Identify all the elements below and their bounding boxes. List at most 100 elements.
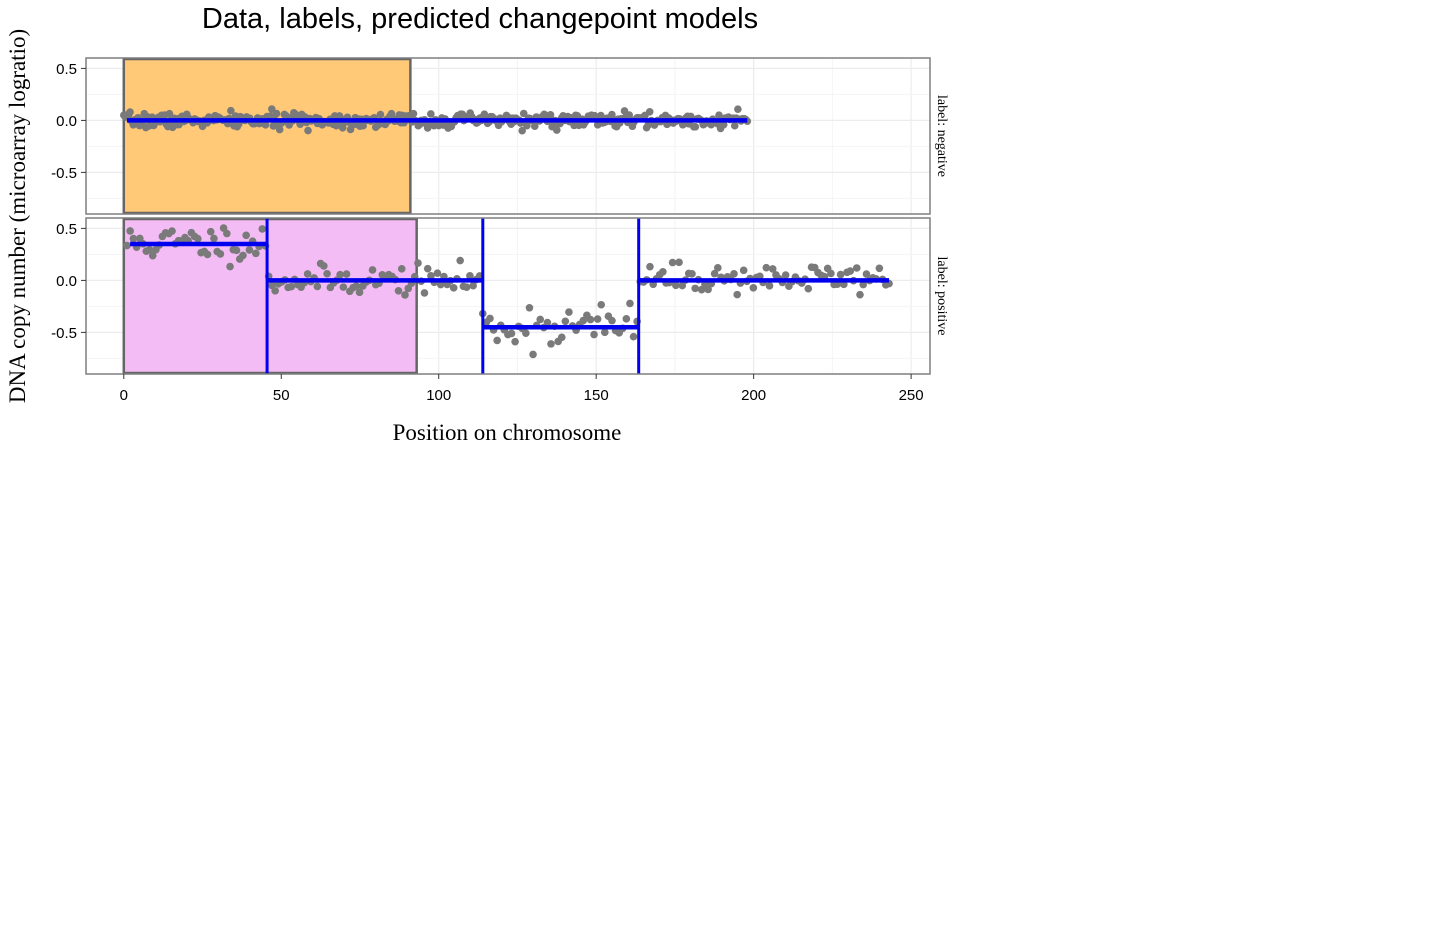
data-point — [313, 282, 322, 291]
data-point — [271, 287, 279, 295]
data-point — [553, 126, 561, 134]
data-point — [762, 263, 771, 272]
data-point — [126, 227, 134, 235]
data-point — [165, 109, 174, 118]
data-point — [272, 109, 281, 118]
data-point — [261, 121, 270, 129]
data-point — [590, 330, 598, 339]
data-point — [323, 269, 331, 278]
x-axis-title: Position on chromosome — [393, 420, 622, 445]
data-point — [697, 285, 706, 294]
data-point — [242, 231, 250, 240]
data-point — [427, 110, 435, 118]
data-point — [523, 121, 531, 130]
data-point — [486, 314, 494, 323]
data-point — [739, 266, 748, 275]
data-point — [427, 272, 435, 280]
data-point — [268, 281, 276, 290]
data-point — [303, 270, 312, 278]
data-point — [320, 262, 328, 270]
data-point — [239, 251, 247, 260]
data-point — [734, 105, 742, 113]
data-point — [862, 270, 871, 278]
data-point — [593, 315, 602, 323]
data-point — [420, 289, 429, 297]
data-point — [565, 308, 573, 316]
data-point — [456, 256, 464, 265]
data-point — [836, 270, 845, 279]
data-point — [749, 284, 758, 292]
data-point — [622, 315, 631, 323]
data-point — [543, 318, 552, 327]
data-point — [601, 328, 609, 337]
data-point — [507, 329, 516, 338]
data-point — [875, 264, 884, 273]
data-point — [129, 234, 138, 243]
x-tick-label: 200 — [741, 387, 766, 404]
facet-strip-label: label: positive — [934, 257, 949, 336]
data-point — [304, 126, 312, 135]
data-point — [659, 267, 667, 276]
data-point — [210, 234, 218, 243]
data-point — [401, 291, 409, 299]
data-point — [336, 270, 344, 279]
data-point — [352, 282, 361, 290]
data-point — [557, 333, 566, 342]
data-point — [714, 264, 722, 272]
x-tick-label: 50 — [273, 387, 290, 404]
panel-border — [85, 217, 931, 375]
data-point — [597, 111, 605, 120]
data-point — [287, 282, 296, 291]
data-point — [223, 229, 231, 238]
x-axis: 0 50 100 150 200 250 — [120, 374, 924, 404]
label-region-negative — [122, 57, 412, 215]
panels-layer: 0.5 0.0 -0.5 label: negative 0.5 0.0 -0.5 label… — [51, 57, 949, 375]
data-point — [409, 109, 418, 118]
data-point — [268, 105, 276, 113]
data-point — [804, 284, 813, 293]
data-point — [338, 124, 347, 132]
data-point — [672, 281, 680, 290]
panel-border — [85, 57, 931, 215]
data-point — [449, 284, 458, 292]
x-tick-label: 0 — [120, 387, 128, 404]
data-point — [547, 340, 555, 348]
y-tick-label: 0.5 — [56, 221, 77, 238]
data-point — [525, 303, 534, 312]
data-point — [148, 251, 157, 260]
data-point — [781, 271, 790, 279]
data-point — [275, 125, 284, 134]
data-point — [827, 269, 835, 278]
data-point — [675, 258, 683, 267]
data-point — [519, 109, 528, 118]
data-point — [688, 270, 696, 278]
data-point — [394, 286, 403, 295]
data-point — [168, 227, 176, 235]
data-point — [414, 259, 422, 267]
data-point — [608, 316, 616, 325]
facet-strip-label: label: negative — [934, 95, 949, 177]
data-point — [586, 315, 595, 324]
data-point — [561, 317, 570, 326]
data-point — [768, 265, 777, 273]
chart-title: Data, labels, predicted changepoint mode… — [202, 3, 758, 35]
data-point — [529, 350, 537, 359]
data-point — [376, 110, 385, 119]
data-point — [423, 124, 432, 132]
data-point — [691, 284, 699, 293]
data-point — [226, 262, 234, 271]
data-point — [715, 111, 723, 119]
data-point — [765, 282, 774, 290]
y-tick-label: 0.5 — [56, 61, 77, 78]
data-point — [493, 336, 501, 345]
data-point — [145, 245, 154, 254]
data-point — [678, 281, 687, 290]
data-point — [668, 258, 677, 267]
data-point — [227, 106, 235, 115]
data-point — [626, 299, 634, 308]
data-point — [530, 122, 539, 130]
data-point — [469, 281, 477, 290]
data-point — [730, 121, 739, 130]
y-tick-label: -0.5 — [51, 325, 77, 342]
